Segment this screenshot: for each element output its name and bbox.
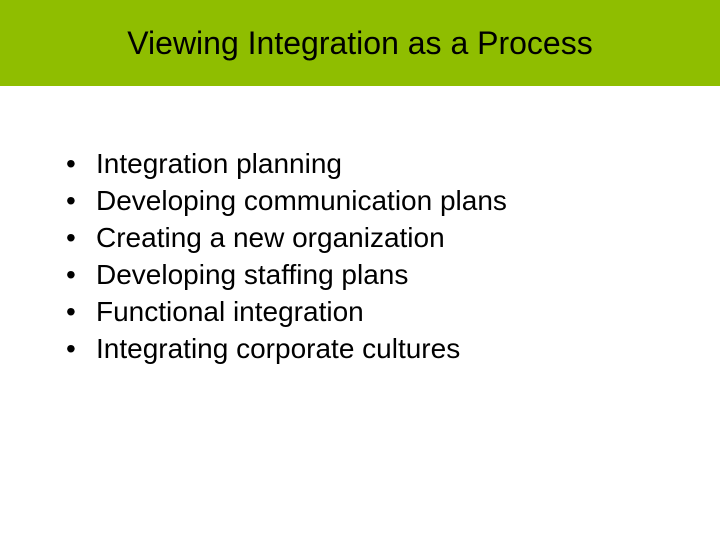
- list-item: Developing communication plans: [60, 183, 660, 218]
- slide-title: Viewing Integration as a Process: [127, 25, 592, 62]
- list-item: Functional integration: [60, 294, 660, 329]
- content-area: Integration planning Developing communic…: [0, 86, 720, 366]
- list-item: Integration planning: [60, 146, 660, 181]
- list-item: Developing staffing plans: [60, 257, 660, 292]
- title-bar: Viewing Integration as a Process: [0, 0, 720, 86]
- list-item: Creating a new organization: [60, 220, 660, 255]
- bullet-list: Integration planning Developing communic…: [60, 146, 660, 366]
- list-item: Integrating corporate cultures: [60, 331, 660, 366]
